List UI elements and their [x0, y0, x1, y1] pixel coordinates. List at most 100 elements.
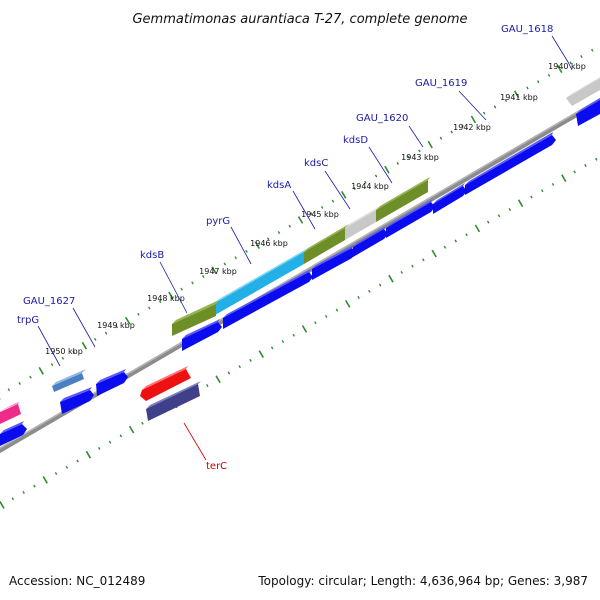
major-tick	[0, 501, 5, 509]
gene-callouts	[37, 35, 573, 367]
minor-tick	[454, 239, 458, 243]
major-tick	[561, 174, 567, 183]
minor-tick	[277, 231, 281, 235]
label-kdsa: kdsA	[267, 180, 291, 191]
minor-tick	[310, 212, 313, 216]
major-tick	[557, 65, 563, 74]
minor-tick	[335, 308, 339, 312]
minor-tick	[324, 314, 328, 318]
minor-tick	[368, 289, 371, 293]
minor-tick	[526, 86, 529, 90]
scale-label: 1948 kbp	[147, 294, 185, 303]
label-kdsb: kdsB	[140, 250, 164, 261]
minor-tick	[508, 208, 512, 212]
minor-tick	[465, 233, 468, 237]
gene-blocks	[0, 77, 600, 446]
minor-tick	[281, 340, 285, 344]
major-tick	[384, 165, 390, 174]
minor-tick	[400, 270, 404, 274]
minor-tick	[357, 296, 360, 300]
minor-tick	[584, 164, 587, 168]
minor-tick	[50, 363, 54, 367]
minor-tick	[569, 61, 572, 65]
minor-tick	[292, 333, 296, 337]
minor-tick	[227, 371, 231, 375]
major-tick	[211, 266, 217, 275]
minor-tick	[18, 381, 21, 385]
minor-tick	[540, 189, 544, 193]
minor-tick	[97, 446, 101, 450]
major-tick	[81, 341, 88, 350]
major-tick	[297, 216, 304, 224]
minor-tick	[374, 174, 378, 178]
major-tick	[427, 140, 433, 149]
minor-tick	[22, 490, 25, 494]
minor-tick	[234, 256, 237, 260]
major-tick	[513, 90, 520, 99]
gene-kdsb	[172, 300, 219, 336]
label-pyrg: pyrG	[206, 216, 230, 227]
minor-tick	[54, 472, 58, 476]
minor-tick	[288, 224, 292, 228]
minor-tick	[407, 155, 410, 159]
gene-blue-row	[0, 98, 600, 446]
minor-tick	[137, 312, 140, 316]
minor-tick	[223, 262, 227, 266]
minor-tick	[65, 465, 69, 469]
minor-tick	[7, 388, 11, 392]
major-tick	[215, 375, 221, 384]
scale-label: 1946 kbp	[250, 239, 288, 248]
terc-callout	[183, 422, 207, 461]
minor-tick	[547, 73, 551, 77]
label-kdsd: kdsD	[343, 135, 368, 146]
minor-tick	[331, 199, 335, 203]
minor-tick	[551, 182, 555, 186]
major-tick	[42, 475, 48, 484]
map-title: Gemmatimonas aurantiaca T-27, complete g…	[132, 12, 467, 27]
minor-tick	[180, 287, 183, 291]
gene-navy	[146, 381, 201, 421]
minor-tick	[493, 105, 497, 109]
minor-tick	[314, 321, 317, 325]
minor-tick	[378, 283, 382, 287]
gene-pyrg	[215, 248, 308, 315]
gene-kdsd	[376, 177, 430, 222]
minor-tick	[590, 48, 594, 52]
scale-label: 1944 kbp	[351, 182, 389, 191]
outer-tick-ring	[0, 48, 594, 400]
major-tick	[388, 274, 394, 283]
major-tick	[168, 291, 174, 300]
minor-tick	[364, 180, 367, 184]
accession-text: Accession: NC_012489	[9, 574, 146, 588]
major-tick	[301, 325, 308, 333]
minor-tick	[580, 55, 583, 59]
gene-gau-1618	[566, 77, 600, 106]
minor-tick	[76, 459, 79, 463]
minor-tick	[61, 356, 65, 360]
scale-label: 1943 kbp	[401, 153, 439, 162]
gene-kdsc	[345, 206, 380, 240]
minor-tick	[411, 264, 414, 268]
minor-tick	[249, 358, 252, 362]
minor-tick	[72, 350, 75, 354]
minor-tick	[201, 275, 205, 279]
major-tick	[470, 115, 477, 124]
minor-tick	[147, 306, 151, 310]
minor-tick	[418, 149, 421, 153]
label-gau-1620: GAU_1620	[356, 113, 408, 124]
major-tick	[85, 450, 92, 459]
gene-terc	[140, 366, 191, 401]
genome-summary-text: Topology: circular; Length: 4,636,964 bp…	[258, 574, 588, 588]
major-tick	[474, 224, 481, 233]
minor-tick	[320, 205, 324, 209]
minor-tick	[205, 384, 209, 388]
minor-tick	[422, 258, 425, 262]
minor-tick	[396, 161, 400, 165]
label-gau-1627: GAU_1627	[23, 296, 75, 307]
label-gau-1618: GAU_1618	[501, 24, 553, 35]
major-tick	[345, 299, 351, 308]
minor-tick	[115, 325, 119, 329]
minor-tick	[11, 497, 15, 501]
minor-tick	[443, 245, 447, 249]
